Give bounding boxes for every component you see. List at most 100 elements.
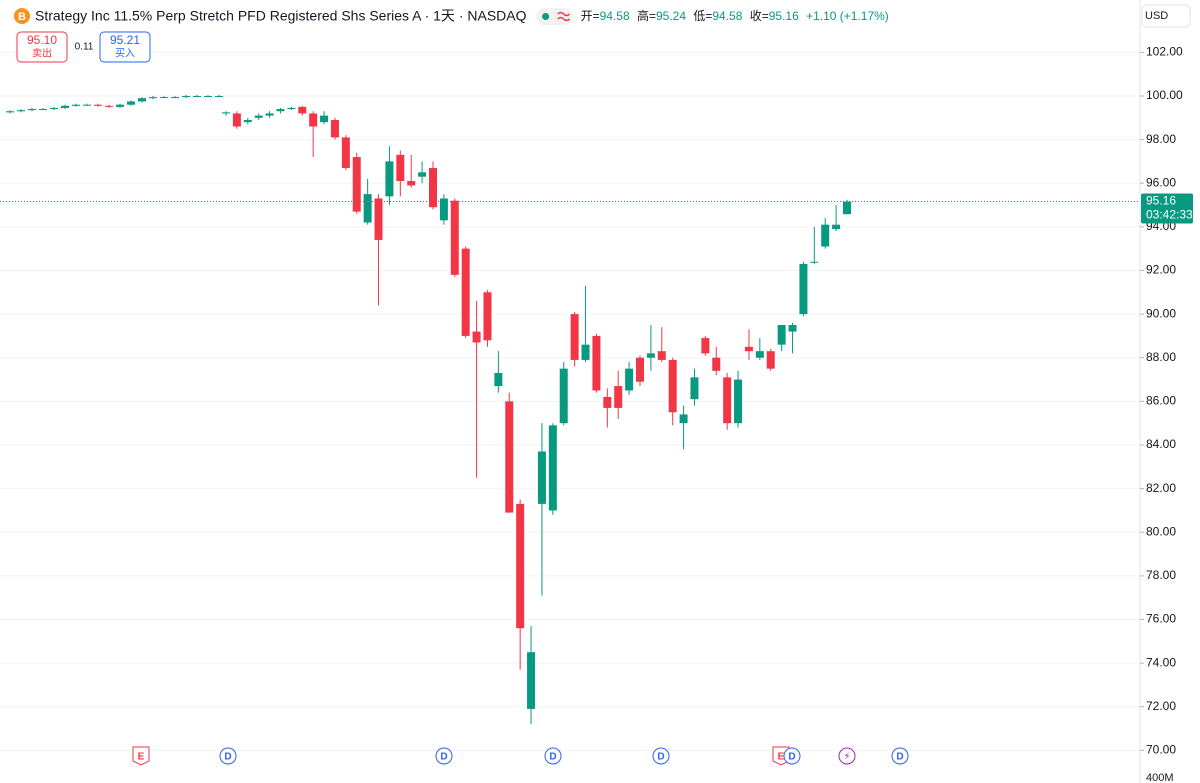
event-label[interactable]: D <box>788 752 795 763</box>
currency[interactable]: USD <box>1145 10 1168 22</box>
candle-body <box>309 113 318 127</box>
candle-body <box>527 652 536 709</box>
candle-body <box>450 200 459 275</box>
buy-price[interactable]: 95.21 <box>110 33 140 47</box>
ohlc-value: 95.24 <box>656 9 686 23</box>
event-badge[interactable] <box>652 747 670 765</box>
event-badge[interactable] <box>132 746 150 766</box>
status-dot <box>542 13 550 20</box>
ohlc-label: 开= <box>581 9 600 23</box>
volume-axis-label: 400M <box>1146 772 1174 783</box>
candle-body <box>625 368 634 391</box>
ohlc-value: 94.58 <box>712 9 742 23</box>
event-label[interactable]: D <box>549 752 556 763</box>
candle-body <box>407 181 416 186</box>
y-tick-label: 92.00 <box>1146 263 1176 277</box>
event-badge[interactable] <box>838 747 856 765</box>
candle-body <box>581 344 590 360</box>
candle-body <box>516 503 525 629</box>
event-label[interactable]: D <box>896 752 903 763</box>
candle-body <box>439 198 448 221</box>
y-tick-label: 82.00 <box>1146 481 1176 495</box>
candle-body <box>755 351 764 358</box>
event-badge[interactable] <box>435 747 453 765</box>
event-label[interactable]: ⚡ <box>843 752 850 763</box>
candle-body <box>6 111 14 113</box>
y-tick-label: 102.00 <box>1146 45 1183 59</box>
event-badge[interactable] <box>219 747 237 765</box>
logo <box>14 8 30 24</box>
candle-body <box>287 107 296 110</box>
symbol-title: Strategy Inc 11.5% Perp Stretch PFD Regi… <box>35 8 527 24</box>
status-pill <box>536 8 573 25</box>
event-label[interactable]: D <box>657 752 664 763</box>
candle-body <box>679 414 688 424</box>
sell-label[interactable]: 卖出 <box>32 47 52 60</box>
candle-body <box>204 95 212 97</box>
candle-body <box>418 172 427 177</box>
candle-body <box>429 167 437 208</box>
candle-body <box>483 292 492 341</box>
candle-body <box>254 115 263 118</box>
price-tag <box>1141 193 1193 224</box>
logo-letter: B <box>18 11 26 23</box>
event-label[interactable]: E <box>138 752 145 763</box>
candle-body <box>232 113 241 127</box>
candle-body <box>843 201 851 215</box>
candle-body <box>712 357 721 371</box>
y-tick-label: 74.00 <box>1146 655 1176 669</box>
currency-box[interactable] <box>1141 4 1191 28</box>
event-badge[interactable] <box>544 747 562 765</box>
grid <box>0 51 1144 751</box>
ohlc-label: 低= <box>693 9 712 23</box>
event-badge[interactable] <box>891 747 909 765</box>
candle-body <box>374 198 383 240</box>
candle-body <box>182 95 190 98</box>
y-tick-label: 80.00 <box>1146 524 1176 538</box>
candle-body <box>559 368 568 424</box>
candle-body <box>385 161 394 197</box>
candle-body <box>72 104 80 106</box>
candle-body <box>461 248 470 336</box>
y-tick-label: 70.00 <box>1146 743 1176 757</box>
candle-body <box>603 396 612 408</box>
buy-button[interactable] <box>99 31 151 63</box>
candle-body <box>127 101 135 105</box>
candle-body <box>160 97 168 99</box>
candle-body <box>149 97 157 99</box>
ohlc-value: 94.58 <box>600 9 630 23</box>
event-label[interactable]: D <box>224 752 231 763</box>
candle-body <box>701 338 710 354</box>
candle-body <box>657 351 666 360</box>
y-tick-label: 86.00 <box>1146 394 1176 408</box>
sell-button[interactable] <box>16 31 68 63</box>
candle-body <box>832 224 841 230</box>
y-tick-label: 76.00 <box>1146 612 1176 626</box>
candle-body <box>171 97 179 99</box>
candle-body <box>330 119 339 138</box>
candle-body <box>472 331 481 343</box>
candle-body <box>193 95 201 97</box>
candle-body <box>614 386 623 408</box>
y-tick-label: 84.00 <box>1146 437 1176 451</box>
candle-body <box>734 379 743 424</box>
buy-label[interactable]: 买入 <box>115 48 135 60</box>
event-label[interactable]: D <box>440 752 447 763</box>
event-badge[interactable] <box>783 747 801 765</box>
candle-body <box>505 401 514 513</box>
sell-price[interactable]: 95.10 <box>27 33 57 47</box>
spread: 0.11 <box>75 42 94 53</box>
candle-body <box>592 335 601 391</box>
candle-body <box>222 112 230 114</box>
candle-body <box>821 224 830 247</box>
candle-body <box>39 109 47 111</box>
candle-body <box>570 314 579 360</box>
event-label[interactable]: E <box>778 752 785 763</box>
candle-body <box>690 377 699 400</box>
candles <box>6 94 851 725</box>
candle-body <box>298 106 307 114</box>
candle-body <box>94 104 102 106</box>
candle-body <box>341 137 350 168</box>
candle-body <box>646 353 655 358</box>
